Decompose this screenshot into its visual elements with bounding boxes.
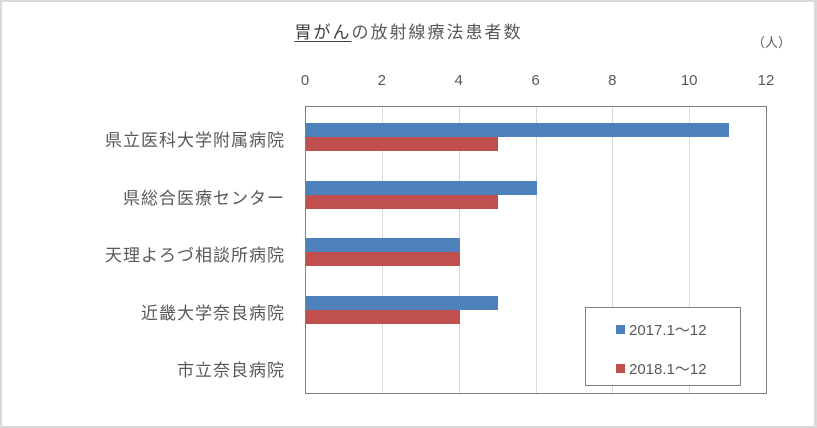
x-tick-label: 0 <box>300 72 310 89</box>
category-label: 県総合医療センター <box>123 188 285 209</box>
chart-title: 胃がんの放射線療法患者数 <box>0 18 817 43</box>
bar <box>306 309 460 324</box>
bar <box>306 137 499 151</box>
bar <box>306 180 537 195</box>
bar <box>306 238 460 252</box>
gridline <box>535 107 537 393</box>
legend-label: 2017.1～12 <box>629 322 707 339</box>
chart-title-underlined: 胃がん <box>294 23 352 43</box>
x-tick-label: 4 <box>454 72 463 89</box>
plot-area <box>305 106 767 394</box>
category-label: 近畿大学奈良病院 <box>141 303 285 324</box>
x-tick-label: 2 <box>377 72 386 89</box>
bar <box>306 252 460 266</box>
x-tick-label: 12 <box>757 72 775 89</box>
chart-title-rest: の放射線療法患者数 <box>351 23 523 43</box>
x-tick-label: 10 <box>680 72 698 89</box>
legend-label: 2018.1～12 <box>629 361 707 378</box>
legend-item-2018: 2018.1～12 <box>616 358 707 379</box>
gridline <box>689 107 691 393</box>
x-tick-label: 8 <box>608 72 617 89</box>
legend-swatch-red-icon <box>616 364 625 373</box>
legend-swatch-blue-icon <box>616 325 625 334</box>
legend: 2017.1～12 2018.1～12 <box>585 307 741 386</box>
category-label: 天理よろづ相談所病院 <box>105 246 285 266</box>
bar <box>306 295 499 310</box>
gridline <box>612 107 614 393</box>
bar <box>306 194 499 209</box>
bar <box>306 123 729 137</box>
x-tick-label: 6 <box>531 72 540 89</box>
category-label: 県立医科大学附属病院 <box>105 131 285 151</box>
category-label: 市立奈良病院 <box>177 361 285 381</box>
legend-item-2017: 2017.1～12 <box>616 319 707 340</box>
unit-label: （人） <box>752 36 792 51</box>
